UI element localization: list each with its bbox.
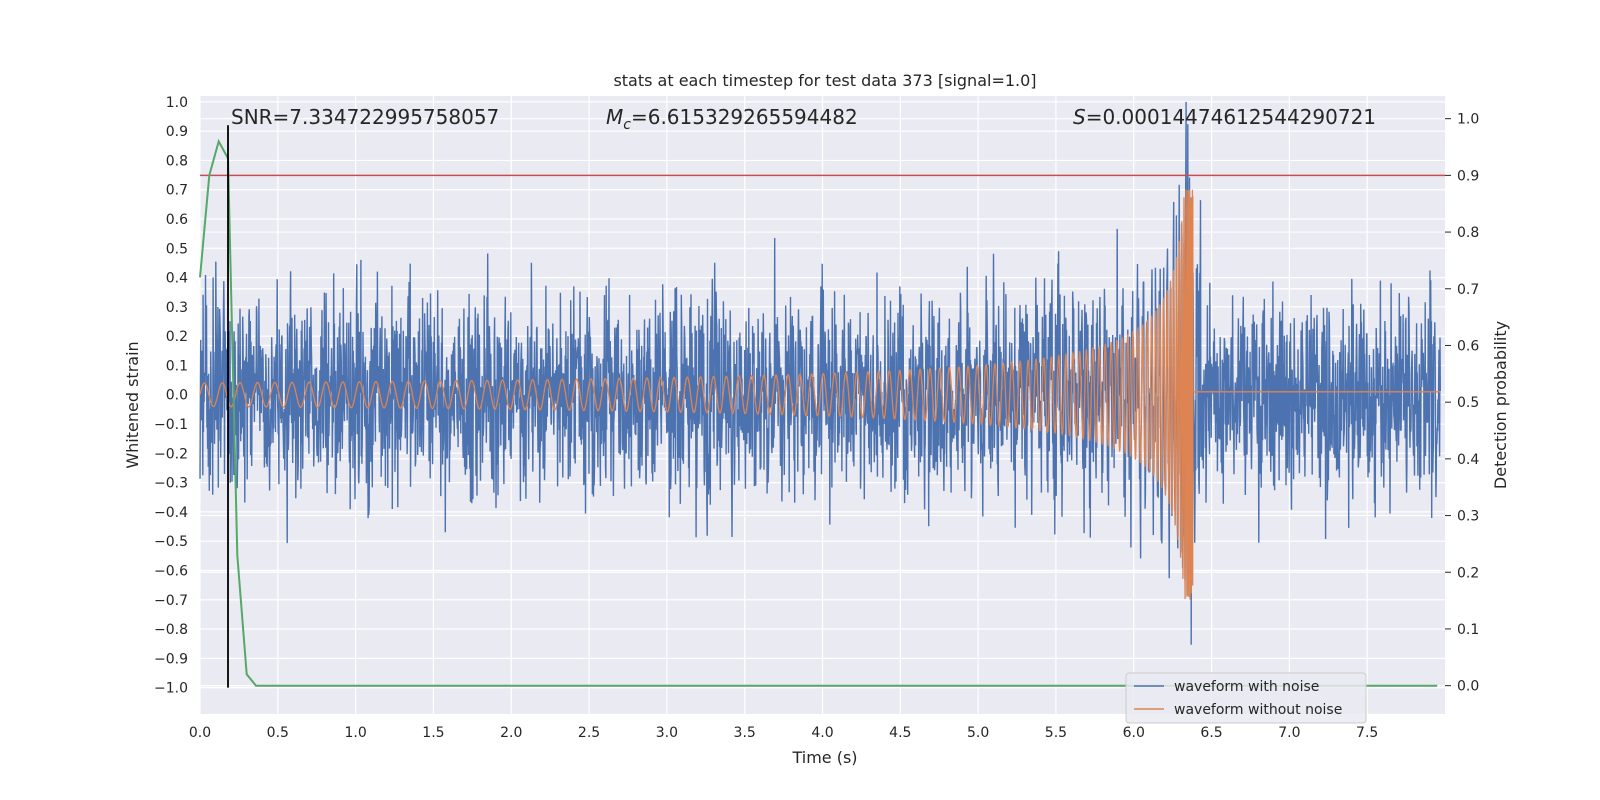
y-left-tick-label: 0.5: [166, 241, 188, 257]
x-tick-label: 1.0: [344, 725, 366, 741]
y-right-tick-label: 0.7: [1457, 282, 1479, 298]
y-left-tick-label: −0.5: [154, 534, 188, 550]
y-left-tick-label: −0.8: [154, 622, 188, 638]
series-waveform-without-noise: [199, 189, 1441, 600]
y-right-tick-label: 0.4: [1457, 452, 1479, 468]
x-tick-label: 2.0: [500, 725, 522, 741]
y-left-tick-label: 0.2: [166, 329, 188, 345]
left-axis: 1.0 0.9 0.8 0.7 0.6 0.5 0.4 0.3 0.2 0.1 0.0 −0.1 −0.…: [154, 95, 188, 697]
y-left-tick-label: −0.3: [154, 476, 188, 492]
chirp-mass-annotation: Mc=6.615329265594482: [606, 105, 858, 133]
s-value: =0.00014474612544290721: [1086, 105, 1376, 129]
y-left-tick-label: −0.4: [154, 505, 188, 521]
chirp-mass-value: =6.615329265594482: [631, 105, 858, 129]
series-waveform-with-noise: [199, 101, 1441, 645]
chirp-mass-subscript: c: [623, 117, 631, 133]
y-left-tick-label: 0.6: [166, 212, 188, 228]
legend-box: [1125, 672, 1367, 724]
legend: waveform with noise waveform without noi…: [1125, 672, 1367, 724]
snr-annotation: SNR=7.334722995758057: [231, 105, 499, 129]
x-axis-label: Time (s): [791, 748, 857, 767]
x-tick-label: 0.5: [267, 725, 289, 741]
x-tick-label: 1.5: [422, 725, 444, 741]
legend-label-noise: waveform with noise: [1174, 679, 1319, 695]
x-tick-label: 6.5: [1200, 725, 1222, 741]
x-tick-label: 6.0: [1123, 725, 1145, 741]
x-tick-label: 5.5: [1045, 725, 1067, 741]
x-tick-label: 7.0: [1278, 725, 1300, 741]
y-axis-left-label: Whitened strain: [123, 341, 142, 468]
y-left-tick-label: −0.7: [154, 593, 188, 609]
x-tick-label: 3.0: [656, 725, 678, 741]
y-left-tick-label: −0.9: [154, 651, 188, 667]
x-axis: 0.0 0.5 1.0 1.5 2.0 2.5 3.0 3.5 4.0 4.5 5.0 5.5 6.0 6…: [189, 725, 1378, 741]
y-left-tick-label: −0.6: [154, 563, 188, 579]
chirp-mass-symbol: M: [606, 105, 623, 129]
y-right-tick-label: 1.0: [1457, 112, 1479, 128]
y-right-tick-label: 0.9: [1457, 168, 1479, 184]
y-left-tick-label: −1.0: [154, 681, 188, 697]
x-tick-label: 4.5: [889, 725, 911, 741]
y-left-tick-label: 0.0: [166, 388, 188, 404]
y-left-tick-label: 1.0: [166, 95, 188, 111]
right-axis: 1.0 0.9 0.8 0.7 0.6 0.5 0.4 0.3 0.2 0.1 0.0: [1445, 112, 1479, 695]
y-left-tick-label: −0.2: [154, 446, 188, 462]
x-tick-label: 4.0: [811, 725, 833, 741]
y-left-tick-label: 0.4: [166, 271, 188, 287]
s-symbol: S: [1073, 105, 1086, 129]
legend-label-clean: waveform without noise: [1174, 702, 1342, 718]
y-right-tick-label: 0.5: [1457, 395, 1479, 411]
y-right-tick-label: 0.0: [1457, 679, 1479, 695]
y-left-tick-label: 0.1: [166, 358, 188, 374]
y-right-tick-label: 0.1: [1457, 622, 1479, 638]
y-axis-right-label: Detection probability: [1491, 321, 1510, 489]
y-right-tick-label: 0.3: [1457, 509, 1479, 525]
y-left-tick-label: 0.9: [166, 124, 188, 140]
y-right-tick-label: 0.6: [1457, 338, 1479, 354]
y-right-tick-label: 0.2: [1457, 565, 1479, 581]
y-left-tick-label: −0.1: [154, 417, 188, 433]
x-tick-label: 7.5: [1356, 725, 1378, 741]
x-tick-label: 5.0: [967, 725, 989, 741]
y-right-tick-label: 0.8: [1457, 225, 1479, 241]
y-left-tick-label: 0.7: [166, 183, 188, 199]
x-tick-label: 2.5: [578, 725, 600, 741]
y-left-tick-label: 0.8: [166, 153, 188, 169]
x-tick-label: 3.5: [734, 725, 756, 741]
series-layer: [199, 101, 1445, 688]
chart-title: stats at each timestep for test data 373…: [613, 71, 1036, 90]
s-annotation: S=0.00014474612544290721: [1073, 105, 1376, 129]
x-tick-label: 0.0: [189, 725, 211, 741]
series-detection-probability: [199, 138, 1438, 687]
y-left-tick-label: 0.3: [166, 300, 188, 316]
